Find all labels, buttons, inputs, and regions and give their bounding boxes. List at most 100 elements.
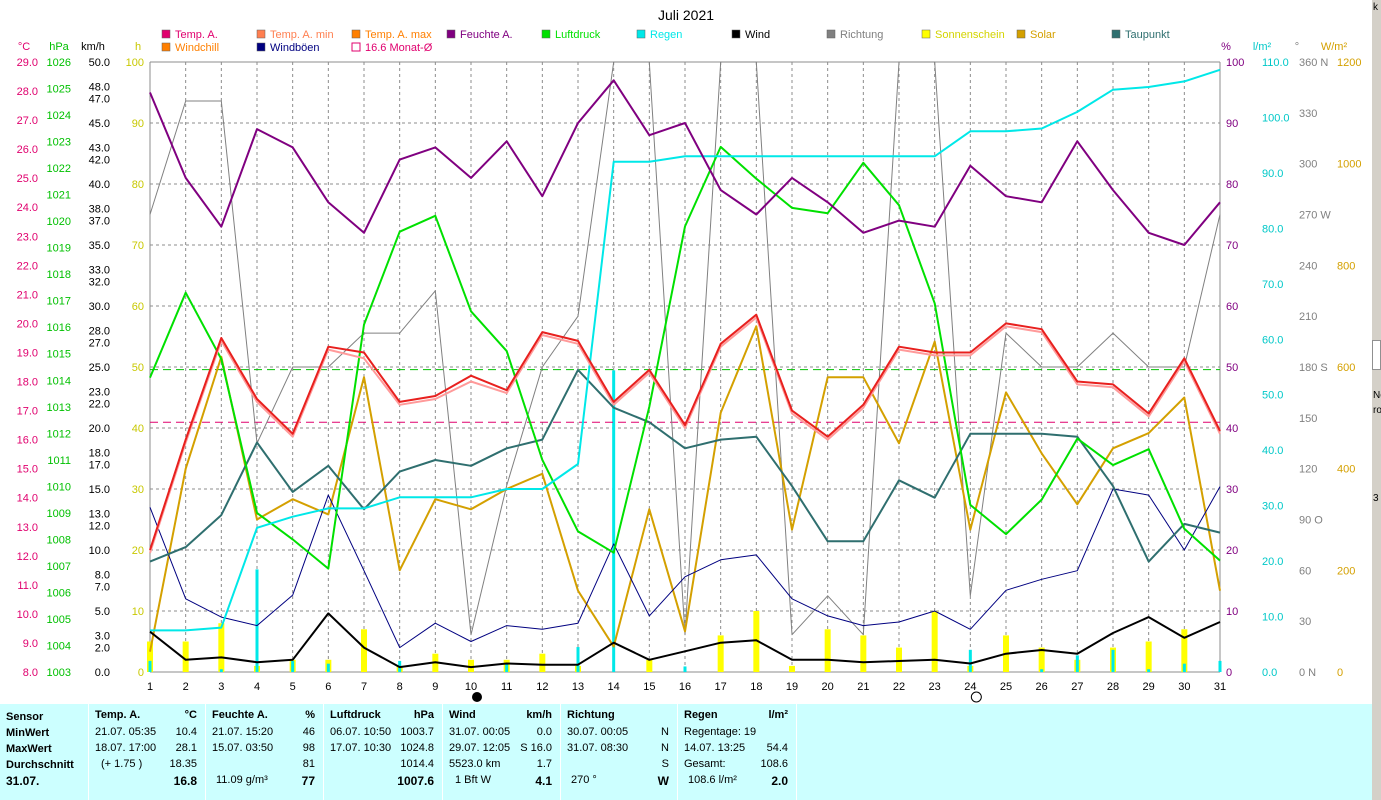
summary-rain: Regen l/m² Regentage: 19 14.07. 13:25 54… [678,704,797,800]
daily-rain-bar [576,647,580,672]
hum-title: Feuchte A. [212,709,268,721]
axis-tick-hum: 30 [1226,484,1238,496]
legend-label: Temp. A. min [270,29,334,41]
temp-title: Temp. A. [95,709,141,721]
axis-rain: l/m² 110.0 100.0 90.0 80.0 70.0 60.0 50.0 40.0 30… [1253,41,1290,679]
wind-min-val: 0.0 [536,726,552,738]
axis-tick-sun: 20 [132,545,144,557]
date-label: 31.07. [6,774,40,788]
legend-swatch [731,29,741,39]
sunshine-bar [1038,647,1045,672]
axis-tick-rain: 90.0 [1262,168,1283,180]
axis-tick-dir: 240 [1299,260,1317,272]
axis-tick-wind: 32.0 [89,277,110,289]
legend-label: 16.6 Monat-Ø [365,42,433,54]
axis-tick-press: 1018 [47,269,71,281]
axis-tick-sun: 100 [126,57,144,69]
rain-max-val: 54.4 [766,742,788,754]
x-axis-ticks: 1 2 3 4 5 6 7 8 9 10 11 12 13 14 15 16 17 18 19 20 21 22 23 24 2… [147,681,1226,693]
axis-tick-sun: 0 [138,667,144,679]
axis-tick-temp: 20.0 [17,318,38,330]
chart-background [0,0,1372,704]
summary-sensor: Sensor MinWert MaxWert Durchschnitt 31.0… [0,704,89,800]
daily-rain-bar [1111,649,1115,672]
axis-tick-wind: 2.0 [95,643,110,655]
sunshine-bar [860,635,867,672]
legend-item: Solar [1016,29,1056,41]
x-tick-label: 16 [679,681,691,693]
full-moon-icon [970,691,982,703]
summary-pressure: Luftdruck hPa 06.07. 10:50 1003.7 17.07.… [324,704,443,800]
temp-min-val: 10.4 [175,726,197,738]
daily-rain-bar [505,663,509,672]
axis-tick-dir: 120 [1299,464,1317,476]
axis-tick-rain: 0.0 [1262,667,1277,679]
x-tick-label: 26 [1036,681,1048,693]
sunshine-bar [789,665,795,672]
axis-tick-wind: 45.0 [89,118,110,130]
press-min-val: 1003.7 [400,726,434,738]
axis-tick-dir: 300 [1299,159,1317,171]
sunshine-bar [753,611,760,672]
x-tick-label: 20 [822,681,834,693]
x-tick-label: 31 [1214,681,1226,693]
axis-tick-wind: 37.0 [89,216,110,228]
axis-tick-solar: 400 [1337,464,1355,476]
axis-tick-solar: 0 [1337,667,1343,679]
legend-item: Sonnenschein [921,29,1005,41]
axis-unit-solar: W/m² [1321,41,1348,53]
legend-item: Temp. A. min [256,29,334,41]
axis-tick-press: 1024 [47,110,71,122]
axis-tick-press: 1007 [47,561,71,573]
edge-text-1: k [1373,2,1378,13]
axis-wind: km/h 50.0 48.047.0 45.0 43.042.0 40.0 38.037.0… [81,41,110,679]
press-day-val: 1007.6 [397,774,434,788]
axis-tick-dir: 30 [1299,616,1311,628]
axis-tick-temp: 12.0 [17,551,38,563]
legend: Temp. A. Temp. A. min Temp. A. max Feuchte … [161,29,1170,54]
axis-temp: °C 29.0 28.0 27.0 26.0 25.0 24.0 23.0 22.0 21.0 20… [17,41,38,679]
sunshine-bar [182,641,189,672]
reference-lines [150,369,1220,423]
axis-tick-wind: 47.0 [89,94,110,106]
daily-rain-bar [255,569,259,672]
summary-temp: Temp. A. °C 21.07. 05:35 10.4 18.07. 17:… [89,704,206,800]
summary-panel: Sensor MinWert MaxWert Durchschnitt 31.0… [0,704,1372,800]
sunshine-bar [468,659,474,672]
temp-min-time: 21.07. 05:35 [95,726,157,738]
legend-label: Windchill [175,42,219,54]
axis-tick-press: 1016 [47,322,71,334]
axis-tick-rain: 10.0 [1262,612,1283,624]
legend-label: Sonnenschein [935,29,1005,41]
legend-swatch [161,42,171,52]
daily-rain-bar [291,660,295,672]
axis-tick-temp: 29.0 [17,57,38,69]
axis-tick-hum: 80 [1226,179,1238,191]
axis-tick-rain: 110.0 [1262,57,1289,69]
dir-max-time: 31.07. 08:30 [567,742,629,754]
legend-label: Solar [1030,29,1056,41]
rain-month: 108.6 l/m² [688,774,737,786]
legend-swatch [161,29,171,39]
legend-swatch [541,29,551,39]
x-tick-label: 11 [501,681,512,693]
x-tick-label: 15 [643,681,655,693]
axis-tick-hum: 60 [1226,301,1238,313]
sunshine-bar [361,629,367,672]
x-tick-label: 5 [290,681,296,693]
weather-chart: Juli 2021 °C29.028.027.026.025.024.023.0… [0,0,1372,704]
edge-scroll-nub[interactable] [1372,340,1381,370]
axis-tick-wind: 13.0 [89,508,110,520]
press-unit: hPa [413,709,434,721]
wind-day-val: 4.1 [535,774,552,788]
axis-tick-press: 1026 [47,57,71,69]
dir-min-val: N [661,726,669,738]
legend-swatch [826,29,836,39]
axis-tick-temp: 15.0 [17,464,38,476]
legend-item: Wind [731,29,770,41]
series-line [149,79,1221,246]
max-label: MaxWert [6,743,52,755]
axis-tick-dir: 90 O [1299,515,1323,527]
axis-unit-wind: km/h [81,41,105,53]
